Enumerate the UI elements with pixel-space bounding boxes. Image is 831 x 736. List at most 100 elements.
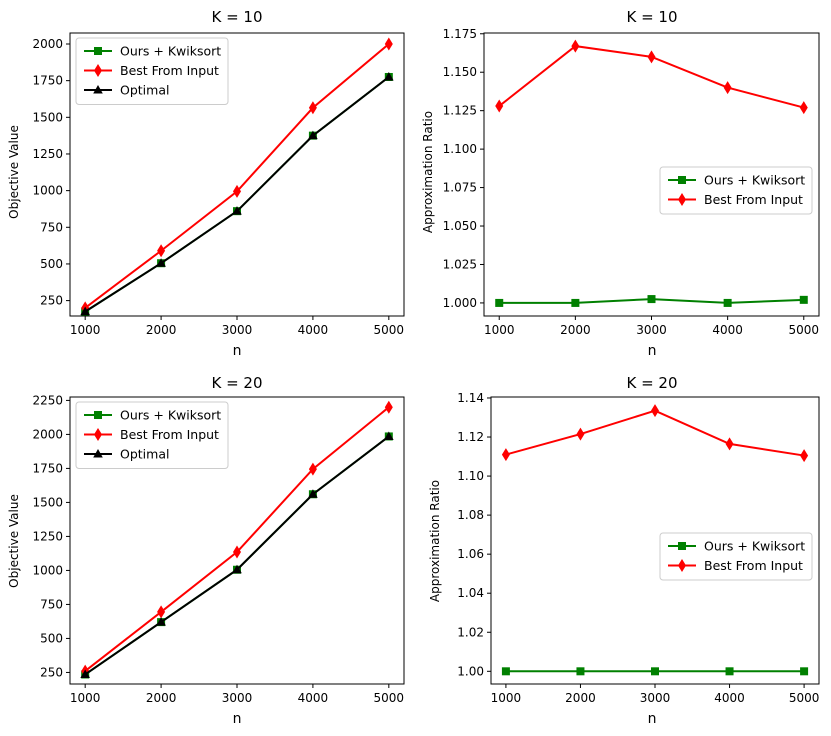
plot-area: 1000 2000 3000 4000 5000 1.000 1.025 1.050 1.075… [443,27,820,337]
x-tick-label: 3000 [636,323,667,337]
data-point-ours-kwiksort [800,667,809,676]
y-tick-label: 1750 [32,74,63,88]
legend-marker-optimal [93,449,103,458]
legend-box [659,532,813,581]
legend-label-ours-kwiksort: Ours + Kwiksort [120,44,221,59]
y-tick-label: 1000 [32,184,63,198]
legend-label-best-from-input: Best From Input [120,63,219,78]
data-point-optimal [232,564,242,574]
legend: Ours + Kwiksort Best From Input Optimal [75,37,229,105]
panel-title: K = 20 [211,374,262,392]
data-point-optimal [156,258,166,267]
y-tick-label: 1250 [32,529,63,543]
y-tick-label: 2000 [32,427,63,441]
y-tick-label: 1.150 [443,65,477,79]
y-tick-label: 1500 [32,110,63,124]
x-tick-label: 3000 [222,323,253,337]
x-tick-label: 1000 [70,691,101,705]
legend-box [659,166,813,215]
panel-k20-ratio: K = 20 Approximation Ratio n 1000 2000 300… [428,374,820,727]
data-point-optimal [308,489,318,498]
data-point-best-from-input [495,99,504,113]
x-tick-label: 5000 [374,691,405,705]
data-point-best-from-input [384,37,393,51]
y-tick-label: 250 [40,665,63,679]
x-axis-label: n [648,343,657,359]
data-point-best-from-input [308,101,317,115]
data-point-optimal [80,306,90,316]
y-tick-label: 1000 [32,563,63,577]
panel-k20-objective: K = 20 Objective Value n 1000 2000 3000 400… [7,374,405,727]
data-point-best-from-input [723,81,732,95]
y-tick-label: 1.100 [443,142,477,156]
y-tick-label: 1.075 [443,181,477,195]
legend-marker-ours-kwiksort [94,411,102,419]
data-point-best-from-input [647,50,656,64]
data-point-best-from-input [384,400,393,414]
plot-area: 1000 2000 3000 4000 5000 250 500 750 1000 1250 150… [32,32,405,337]
legend-marker-optimal [93,85,103,94]
legend-label-optimal: Optimal [120,447,169,462]
legend-label-best-from-input: Best From Input [120,427,219,442]
data-point-optimal [80,669,90,678]
y-tick-label: 1.12 [457,430,484,444]
legend: Ours + Kwiksort Best From Input [659,166,813,215]
x-tick-label: 4000 [298,691,329,705]
y-axis-label: Approximation Ratio [428,480,442,602]
y-tick-label: 2250 [32,393,63,407]
legend-marker-ours-kwiksort [678,176,686,184]
legend-marker-best-from-input [94,428,102,441]
y-tick-label: 1.06 [457,547,484,561]
x-tick-label: 4000 [714,691,745,705]
y-tick-label: 1.04 [457,586,484,600]
data-point-best-from-input [233,184,241,198]
panel-k10-ratio: K = 10 Approximation Ratio n 1000 2000 300… [421,8,820,359]
y-tick-label: 1500 [32,495,63,509]
x-tick-label: 4000 [712,323,743,337]
data-point-best-from-input [800,449,809,463]
x-tick-label: 2000 [146,323,177,337]
legend-marker-ours-kwiksort [94,47,102,55]
legend-box [75,37,229,105]
x-tick-label: 1000 [70,323,101,337]
x-tick-label: 5000 [374,323,405,337]
y-tick-label: 1.025 [443,257,477,271]
data-point-ours-kwiksort [723,298,732,307]
legend-marker-best-from-input [678,559,686,572]
data-point-ours-kwiksort [576,667,585,676]
plot-area: 1000 2000 3000 4000 5000 250 500 750 1000 1250 150… [32,393,405,705]
data-point-optimal [384,431,394,440]
panel-title: K = 10 [211,8,262,26]
data-point-optimal [232,206,242,215]
y-tick-label: 1.14 [457,391,484,405]
y-tick-label: 750 [40,220,63,234]
y-tick-label: 1.050 [443,219,477,233]
data-point-best-from-input [308,462,317,476]
y-tick-label: 1.02 [457,625,484,639]
legend-label-ours-kwiksort: Ours + Kwiksort [120,408,221,423]
legend-label-best-from-input: Best From Input [704,192,803,207]
data-point-ours-kwiksort [651,667,659,676]
plot-area: 1000 2000 3000 4000 5000 1.00 1.02 1.04 1.06 1.08… [457,391,820,705]
data-point-ours-kwiksort [647,295,656,304]
series-line-best-from-input [505,409,805,457]
data-point-best-from-input [157,244,166,258]
data-point-best-from-input [799,101,808,115]
data-point-ours-kwiksort [799,295,808,304]
x-tick-label: 2000 [146,691,177,705]
y-tick-label: 1.08 [457,508,484,522]
data-point-best-from-input [651,404,659,418]
x-tick-label: 5000 [789,691,820,705]
data-point-best-from-input [233,545,241,559]
data-point-optimal [156,617,166,626]
data-point-ours-kwiksort [725,667,734,676]
data-point-best-from-input [725,437,734,451]
data-point-ours-kwiksort [571,298,580,307]
panel-title: K = 20 [626,374,677,392]
y-tick-label: 1.175 [443,27,477,41]
data-point-optimal [308,130,318,140]
y-axis-label: Objective Value [7,494,21,588]
data-point-optimal [384,71,394,81]
data-point-ours-kwiksort [495,298,504,307]
y-tick-label: 500 [40,631,63,645]
